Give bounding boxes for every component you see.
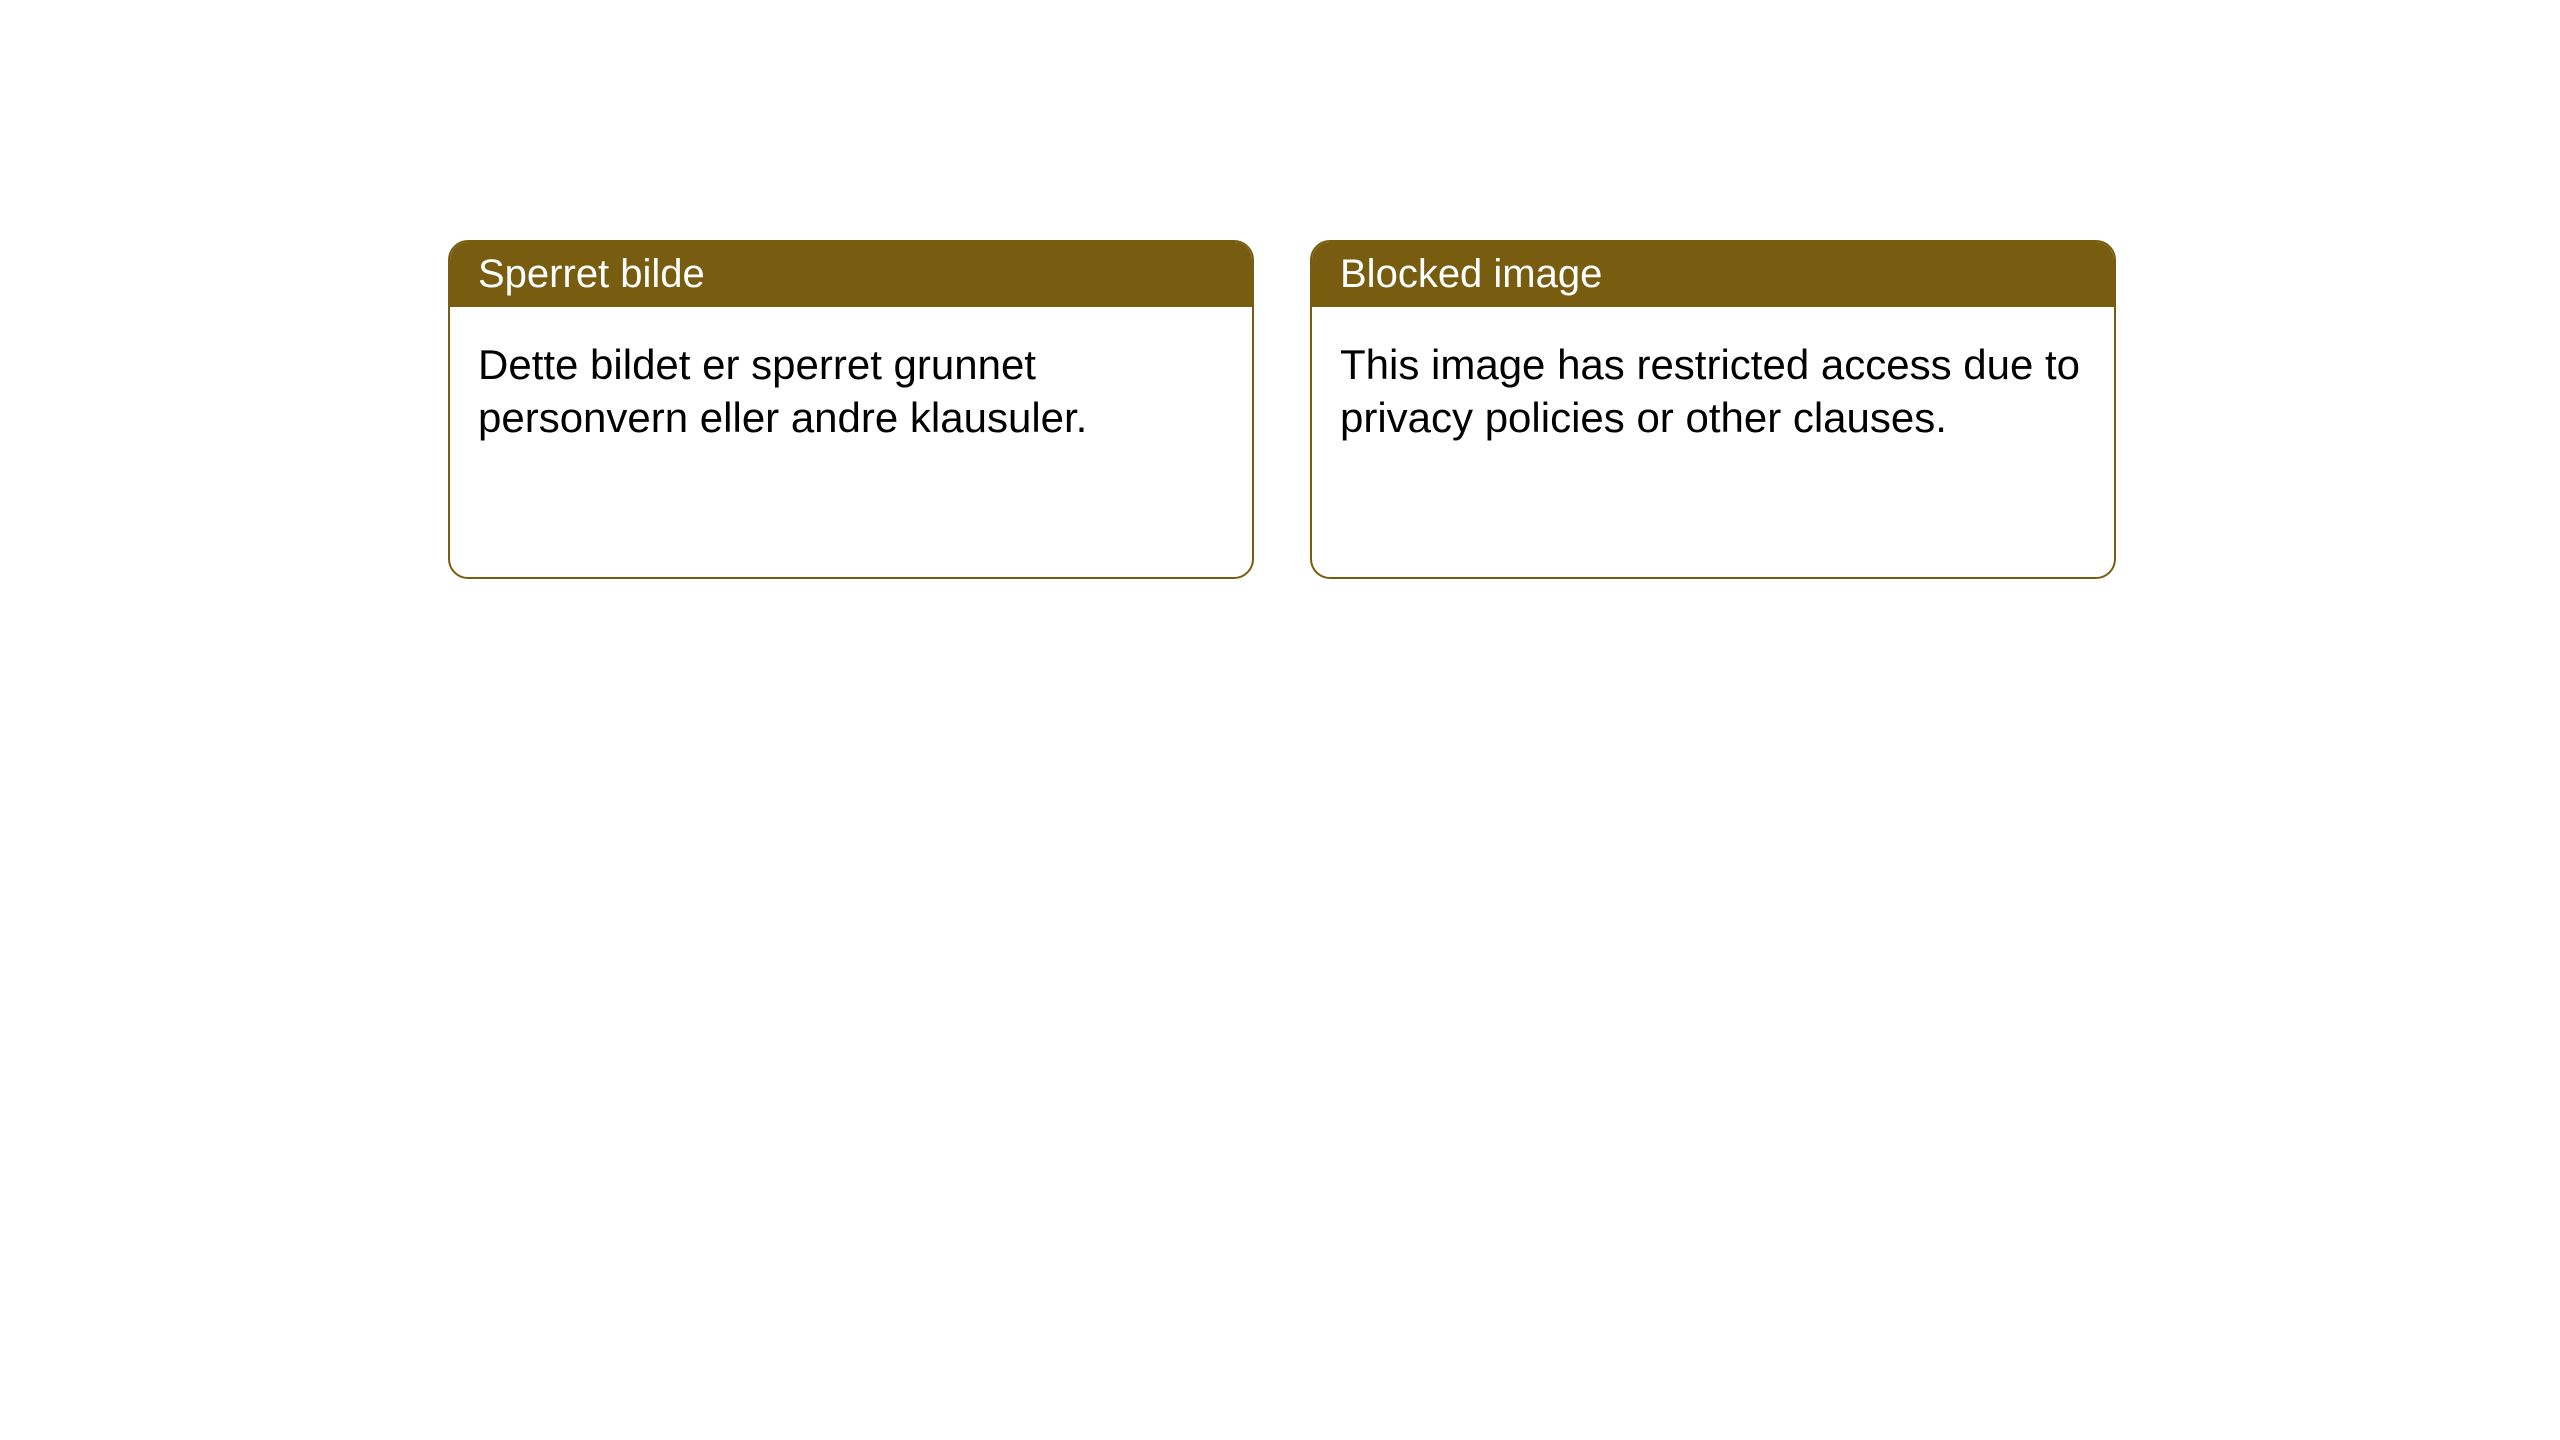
notice-card-en: Blocked image This image has restricted … — [1310, 240, 2116, 579]
notice-header: Sperret bilde — [450, 242, 1252, 307]
notice-body-text: Dette bildet er sperret grunnet personve… — [478, 341, 1087, 441]
notice-header: Blocked image — [1312, 242, 2114, 307]
notice-container: Sperret bilde Dette bildet er sperret gr… — [448, 240, 2116, 579]
notice-title: Blocked image — [1340, 252, 1602, 296]
notice-body-text: This image has restricted access due to … — [1340, 341, 2080, 441]
notice-card-no: Sperret bilde Dette bildet er sperret gr… — [448, 240, 1254, 579]
notice-body: Dette bildet er sperret grunnet personve… — [450, 307, 1252, 577]
notice-body: This image has restricted access due to … — [1312, 307, 2114, 577]
notice-title: Sperret bilde — [478, 252, 705, 296]
